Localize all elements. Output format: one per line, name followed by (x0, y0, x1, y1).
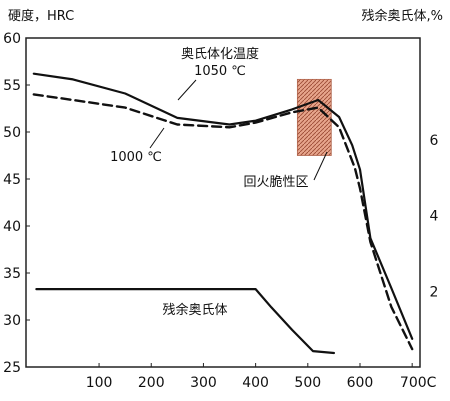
annotation-austenitizing-temp: 奥氏体化温度 (181, 46, 259, 62)
annotation-1050c-leader (177, 79, 197, 101)
y-left-tick-label: 60 (3, 31, 21, 47)
x-tick-label: 500 (294, 375, 321, 391)
y-right-tick-label: 6 (430, 133, 439, 149)
x-tick-label: 300 (190, 375, 217, 391)
y-right-tick-label: 2 (430, 284, 439, 300)
y-right-tick-label: 4 (430, 209, 439, 225)
annotation-1050c: 1050 ℃ (194, 64, 246, 79)
y-left-tick-label: 30 (3, 313, 21, 329)
temper-brittle-zone-region (296, 78, 332, 156)
y-left-tick-label: 50 (3, 125, 21, 141)
plot-frame (25, 37, 421, 368)
y-right-axis-label: 残余奥氏体,% (362, 8, 444, 24)
annotation-retained-austenite: 残余奥氏体 (162, 302, 227, 318)
y-left-tick-label: 45 (3, 172, 21, 188)
series-line-2 (35, 288, 335, 355)
annotation-brittle-leader (313, 151, 328, 181)
y-left-tick-label: 25 (3, 360, 21, 376)
y-left-tick-label: 40 (3, 219, 21, 235)
x-tick-label: 600 (347, 375, 374, 391)
series-line-0 (32, 72, 414, 340)
x-tick-label: 100 (86, 375, 113, 391)
y-left-tick-label: 35 (3, 266, 21, 282)
x-tick-label: 400 (242, 375, 269, 391)
y-left-tick-label: 55 (3, 78, 21, 94)
y-left-axis-label: 硬度，HRC (8, 8, 74, 24)
annotation-1000c-leader (149, 127, 165, 149)
series-line-1 (32, 93, 414, 351)
x-tick-label: 200 (138, 375, 165, 391)
annotation-1000c: 1000 ℃ (110, 150, 162, 165)
annotation-temper-brittle-zone: 回火脆性区 (243, 174, 308, 190)
x-tick-label: 700C (400, 375, 437, 391)
